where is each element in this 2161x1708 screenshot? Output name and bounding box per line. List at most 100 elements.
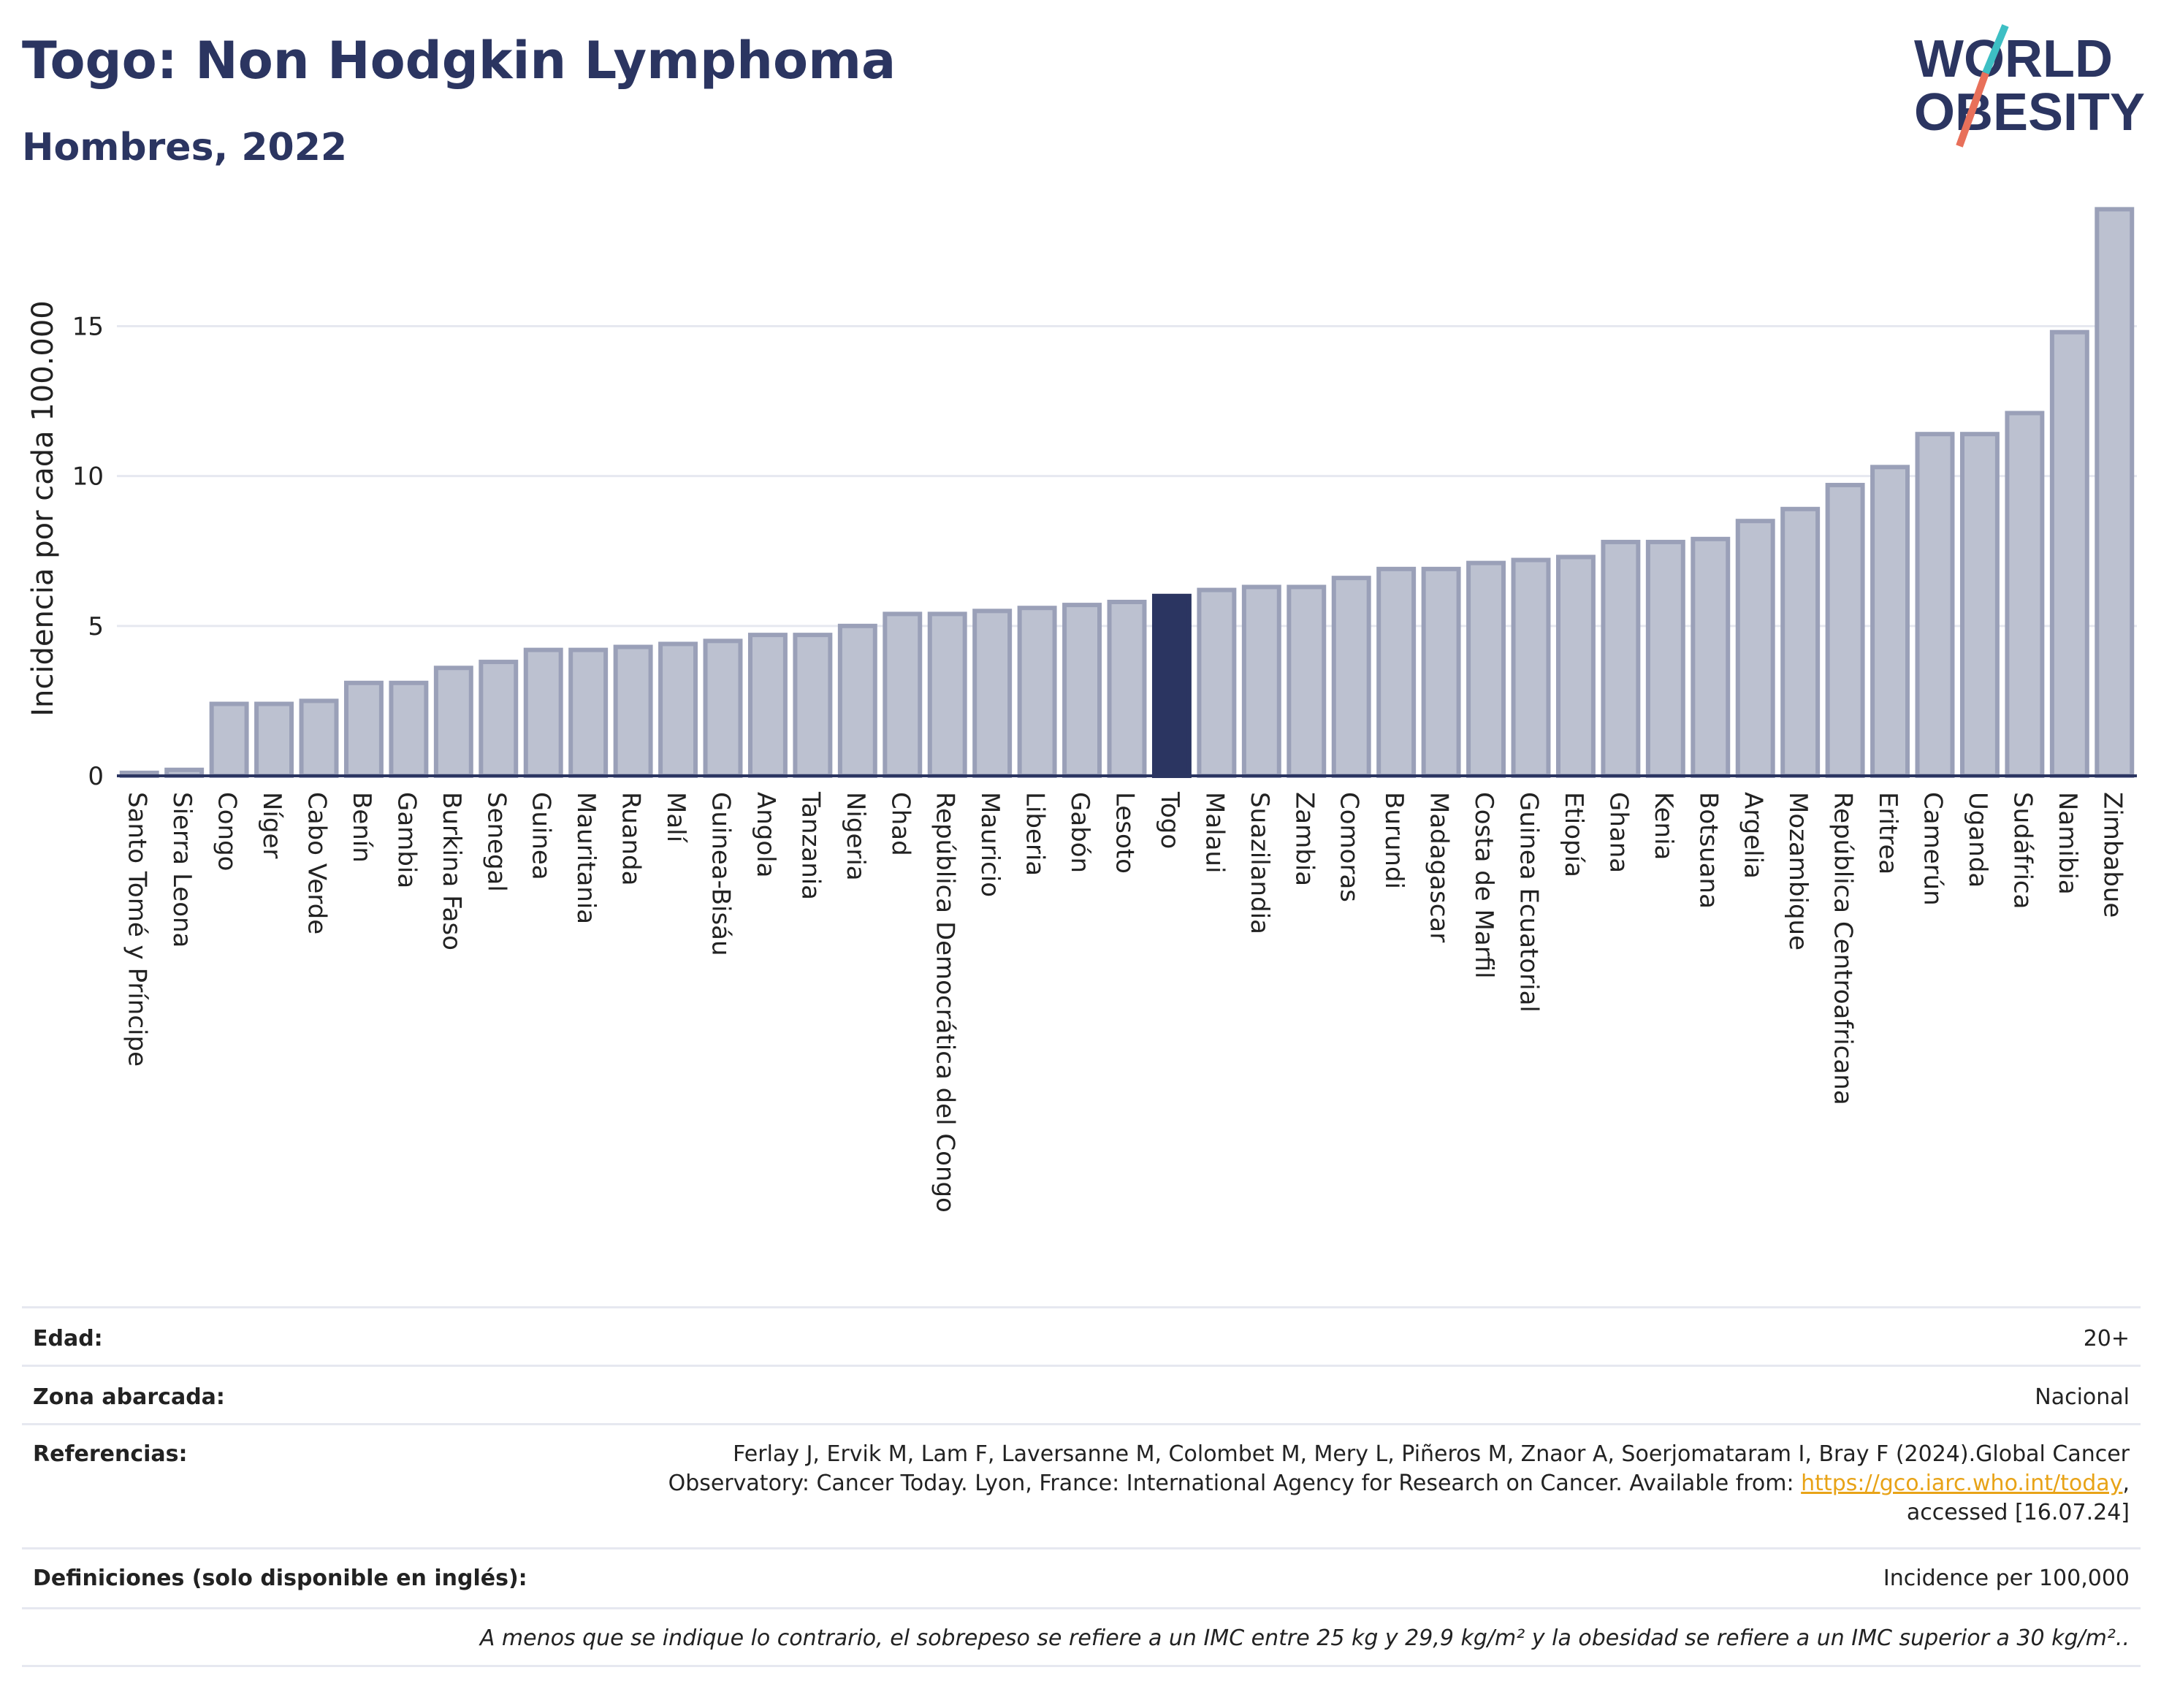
x-tick-label: Angola [751,792,780,877]
definitions-value: Incidence per 100,000 [1883,1566,2130,1591]
bar-malaui [1197,587,1237,778]
references-row: Referencias: Ferlay J, Ervik M, Lam F, L… [22,1423,2141,1547]
references-link[interactable]: https://gco.iarc.who.int/today [1801,1471,2123,1496]
bar-congo [209,701,249,778]
chart-subtitle: Hombres, 2022 [22,126,348,169]
x-tick-label: República Centroafricana [1829,792,1858,1105]
x-tick-label: Argelia [1739,792,1768,879]
definitions-row: Definiciones (solo disponible en inglés)… [22,1547,2141,1607]
bar-chart: 0 5 10 15 Santo Tomé y Príncipe Sierra Leona… [26,207,2137,1213]
logo-slash-teal [1982,24,2009,75]
bar-angola [747,633,788,778]
references-line3: accessed [16.07.24] [1906,1500,2130,1525]
x-tick-label: Costa de Marfil [1469,792,1498,979]
x-axis-labels: Santo Tomé y Príncipe Sierra Leona Congo Ní… [123,791,2127,1213]
x-tick-label: Eritrea [1873,792,1902,874]
x-tick-label: Mauricio [975,792,1005,897]
bar-zimbabue [2095,207,2135,779]
bar-botsuana [1691,536,1731,778]
bar-namibia [2049,329,2089,778]
bar-gabón [1062,603,1102,778]
x-tick-label: Mozambique [1783,792,1813,950]
bar-mozambique [1780,506,1821,779]
bars [119,207,2135,779]
x-tick-label: Gabón [1065,792,1094,873]
x-tick-label: Gambia [392,792,421,888]
x-tick-label: Nigeria [841,792,870,881]
x-tick-label: Cabo Verde [302,792,332,934]
x-tick-label: Ruanda [617,792,646,885]
x-tick-label: Zimbabue [2097,792,2127,918]
bar-ruanda [613,644,653,779]
bar-mauricio [972,609,1013,779]
references-line2: Observatory: Cancer Today. Lyon, France:… [668,1471,1802,1496]
references-line2-end: , [2122,1471,2130,1496]
x-tick-label: Burkina Faso [437,792,466,950]
bar-eritrea [1870,465,1910,778]
references-value: Ferlay J, Ervik M, Lam F, Laversanne M, … [668,1440,2141,1528]
bar-sudáfrica [2005,411,2045,778]
x-tick-label: Etiopía [1559,792,1588,877]
bar-lesoto [1107,599,1147,778]
x-tick-label: Sierra Leona [167,792,197,948]
references-line1: Ferlay J, Ervik M, Lam F, Laversanne M, … [733,1441,2130,1467]
bar-uganda [1959,432,2000,778]
x-tick-label: Togo [1155,791,1184,849]
bar-república-democrática-del-congo [927,611,967,779]
x-tick-label: Guinea Ecuatorial [1514,792,1544,1013]
bar-gambia [389,680,429,778]
bar-camerún [1915,432,1955,778]
bar-suazilandia [1241,584,1281,778]
world-obesity-logo: WORLD OBESITY [1914,24,2145,148]
y-tick-label: 10 [72,462,104,492]
y-axis-ticks: 0 5 10 15 [72,312,104,791]
x-tick-label: Uganda [1963,792,1992,888]
x-tick-label: Namibia [2053,792,2082,895]
bar-etiopía [1555,554,1596,778]
x-tick-label: Comoras [1335,792,1364,902]
bar-níger [254,701,294,778]
chart-title: Togo: Non Hodgkin Lymphoma [22,31,896,91]
y-tick-label: 15 [72,312,104,341]
x-tick-label: Guinea-Bisáu [706,792,736,956]
bar-costa-de-marfil [1466,560,1506,779]
x-tick-label: Malaui [1200,792,1229,873]
bar-zambia [1287,584,1327,778]
info-table: Edad: 20+ Zona abarcada: Nacional Refere… [22,1306,2141,1667]
x-tick-label: Benín [347,792,376,863]
logo-line1: WORLD [1914,30,2113,88]
age-value: 20+ [2083,1326,2130,1351]
x-tick-label: República Democrática del Congo [931,792,960,1213]
x-tick-label: Madagascar [1425,792,1454,942]
x-tick-label: Kenia [1649,792,1678,860]
x-tick-label: Zambia [1289,792,1319,886]
age-row: Edad: 20+ [22,1306,2141,1365]
x-tick-label: Sudáfrica [2008,792,2037,909]
x-tick-label: Tanzania [796,791,825,900]
bar-tanzania [793,633,833,778]
x-tick-label: Congo [213,792,242,871]
x-tick-label: Suazilandia [1245,792,1274,934]
bar-mauritania [568,647,609,778]
y-axis-label: Incidencia por cada 100.000 [26,300,60,717]
x-tick-label: Camerún [1918,792,1948,906]
x-tick-label: Liberia [1021,792,1050,876]
bar-benín [343,680,384,778]
y-tick-label: 0 [88,762,104,791]
y-tick-label: 5 [88,612,104,641]
x-tick-label: Chad [885,792,915,856]
bar-chad [883,611,923,779]
bar-república-centroafricana [1825,482,1865,778]
bar-comoras [1331,576,1371,779]
x-tick-label: Lesoto [1110,792,1140,874]
bar-guinea [523,647,563,778]
bar-argelia [1735,519,1775,778]
x-tick-label: Mauritania [571,792,601,924]
bar-guinea-bisáu [703,638,743,778]
logo-line2: OBESITY [1914,83,2145,142]
logo-slash-coral [1956,72,1989,148]
bar-guinea-ecuatorial [1511,557,1551,779]
x-tick-label: Malí [661,792,690,844]
bar-ghana [1601,539,1641,779]
area-label: Zona abarcada: [33,1384,225,1410]
